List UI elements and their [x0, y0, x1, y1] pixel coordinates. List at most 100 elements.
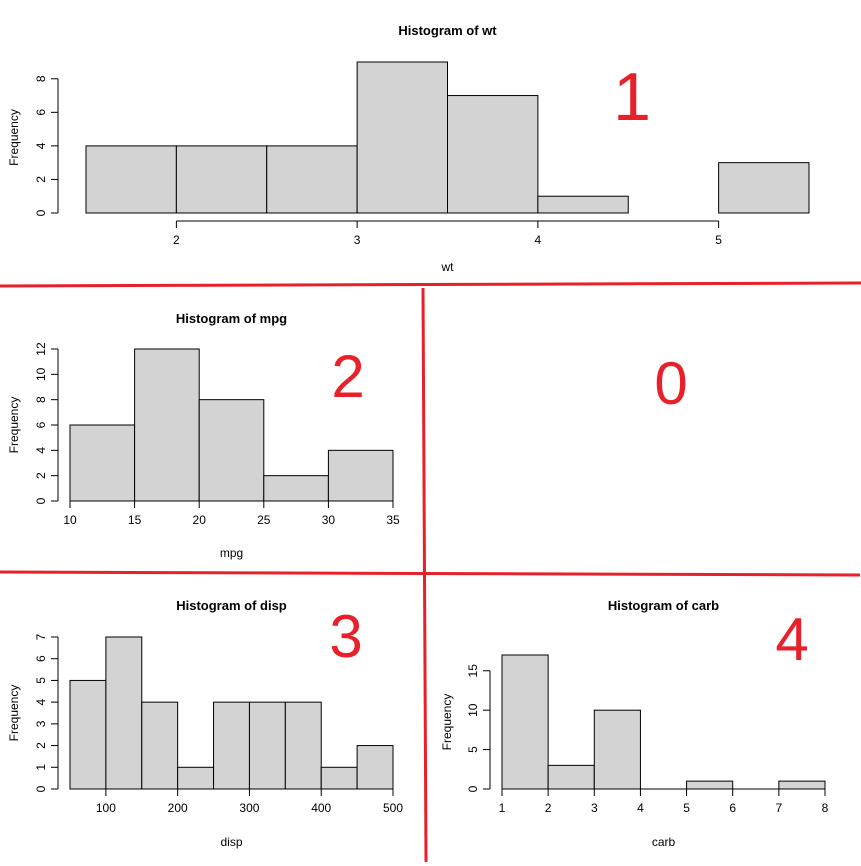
bar — [778, 780, 826, 790]
bar — [447, 95, 539, 214]
x-axis-label: disp — [220, 835, 242, 849]
x-axis: 2 3 4 5 — [173, 220, 722, 247]
chart-disp: 100 200 300 400 500 0 1 2 3 4 5 6 7 Histogram of disp… — [7, 598, 403, 849]
divider-line — [0, 281, 861, 288]
bar — [593, 709, 641, 790]
x-tick-label: 400 — [311, 801, 331, 815]
x-tick-label: 30 — [322, 513, 336, 527]
panel-number-empty: 0 — [654, 350, 687, 417]
x-tick-label: 3 — [354, 233, 361, 247]
bar — [105, 636, 143, 790]
y-axis: 0 1 2 3 4 5 6 7 — [34, 633, 59, 792]
y-tick-label: 8 — [34, 396, 48, 403]
y-axis: 0 5 10 15 — [466, 664, 491, 792]
y-tick-label: 6 — [34, 109, 48, 116]
y-tick-label: 0 — [34, 497, 48, 504]
bar — [198, 399, 265, 502]
y-axis-label: Frequency — [7, 397, 21, 454]
x-tick-label: 35 — [386, 513, 400, 527]
bar — [177, 766, 215, 790]
x-tick-label: 4 — [535, 233, 542, 247]
y-tick-label: 5 — [466, 746, 480, 753]
x-tick-label: 25 — [257, 513, 271, 527]
bar — [327, 449, 394, 502]
bar — [356, 61, 448, 214]
y-tick-label: 0 — [34, 209, 48, 216]
y-tick-label: 0 — [34, 785, 48, 792]
x-tick-label: 200 — [168, 801, 188, 815]
chart-title: Histogram of wt — [398, 23, 497, 38]
bar — [547, 764, 595, 790]
chart-carb: 1 2 3 4 5 6 7 8 0 5 10 15 Histogram of carb carb Frequ… — [440, 598, 829, 849]
y-tick-label: 15 — [466, 664, 480, 678]
chart-title: Histogram of disp — [176, 598, 287, 613]
panel-number: 2 — [331, 343, 364, 410]
panel-number: 3 — [329, 603, 362, 670]
x-tick-label: 5 — [715, 233, 722, 247]
y-tick-label: 1 — [34, 764, 48, 771]
y-tick-label: 10 — [34, 367, 48, 381]
x-axis: 10 15 20 25 30 35 — [63, 500, 400, 527]
bar — [141, 701, 179, 790]
bar — [320, 766, 358, 790]
bar — [501, 654, 549, 790]
chart-mpg: 10 15 20 25 30 35 0 2 4 6 8 10 12 Histogram of mpg mpg… — [7, 311, 400, 560]
x-tick-label: 4 — [637, 801, 644, 815]
bar — [537, 195, 629, 214]
x-tick-label: 8 — [822, 801, 829, 815]
y-tick-label: 0 — [466, 785, 480, 792]
y-tick-label: 6 — [34, 655, 48, 662]
y-tick-label: 8 — [34, 75, 48, 82]
x-axis-label: mpg — [220, 546, 243, 560]
y-tick-label: 6 — [34, 421, 48, 428]
y-tick-label: 3 — [34, 720, 48, 727]
bar — [69, 424, 136, 502]
y-tick-label: 4 — [34, 698, 48, 705]
x-tick-label: 6 — [729, 801, 736, 815]
x-tick-label: 300 — [239, 801, 259, 815]
x-tick-label: 2 — [173, 233, 180, 247]
panel-number: 1 — [613, 59, 651, 135]
y-tick-label: 7 — [34, 633, 48, 640]
chart-title: Histogram of mpg — [176, 311, 287, 326]
y-axis-label: Frequency — [440, 694, 454, 751]
x-axis-label: carb — [652, 835, 676, 849]
bar — [213, 701, 250, 790]
y-axis: 0 2 4 6 8 — [34, 75, 59, 216]
y-tick-label: 2 — [34, 176, 48, 183]
panel-dividers — [0, 281, 861, 863]
bar — [686, 780, 734, 790]
y-tick-label: 4 — [34, 447, 48, 454]
chart-title: Histogram of carb — [608, 598, 719, 613]
x-axis: 1 2 3 4 5 6 7 8 — [499, 788, 829, 815]
x-tick-label: 100 — [96, 801, 116, 815]
x-tick-label: 3 — [591, 801, 598, 815]
x-axis-label: wt — [441, 260, 455, 274]
bar — [69, 679, 107, 790]
y-tick-label: 5 — [34, 677, 48, 684]
bar — [266, 145, 358, 214]
y-axis: 0 2 4 6 8 10 12 — [34, 342, 59, 504]
y-tick-label: 2 — [34, 472, 48, 479]
x-tick-label: 500 — [383, 801, 403, 815]
bar — [134, 348, 200, 502]
chart-wt: 2 3 4 5 0 2 4 6 8 Histogram of wt wt Frequency 1 — [7, 23, 810, 274]
bar — [356, 745, 394, 790]
y-tick-label: 2 — [34, 742, 48, 749]
bar — [263, 475, 329, 502]
bar — [284, 701, 322, 790]
x-tick-label: 10 — [63, 513, 77, 527]
y-tick-label: 12 — [34, 342, 48, 356]
x-tick-label: 2 — [545, 801, 552, 815]
divider-line — [421, 287, 428, 863]
bar — [175, 145, 268, 214]
y-tick-label: 10 — [466, 703, 480, 717]
panel-number: 4 — [775, 606, 808, 673]
bar — [248, 701, 286, 790]
divider-line — [0, 570, 861, 577]
y-axis-label: Frequency — [7, 685, 21, 742]
bar — [85, 145, 177, 214]
y-axis-label: Frequency — [7, 109, 21, 166]
bar — [718, 162, 810, 214]
